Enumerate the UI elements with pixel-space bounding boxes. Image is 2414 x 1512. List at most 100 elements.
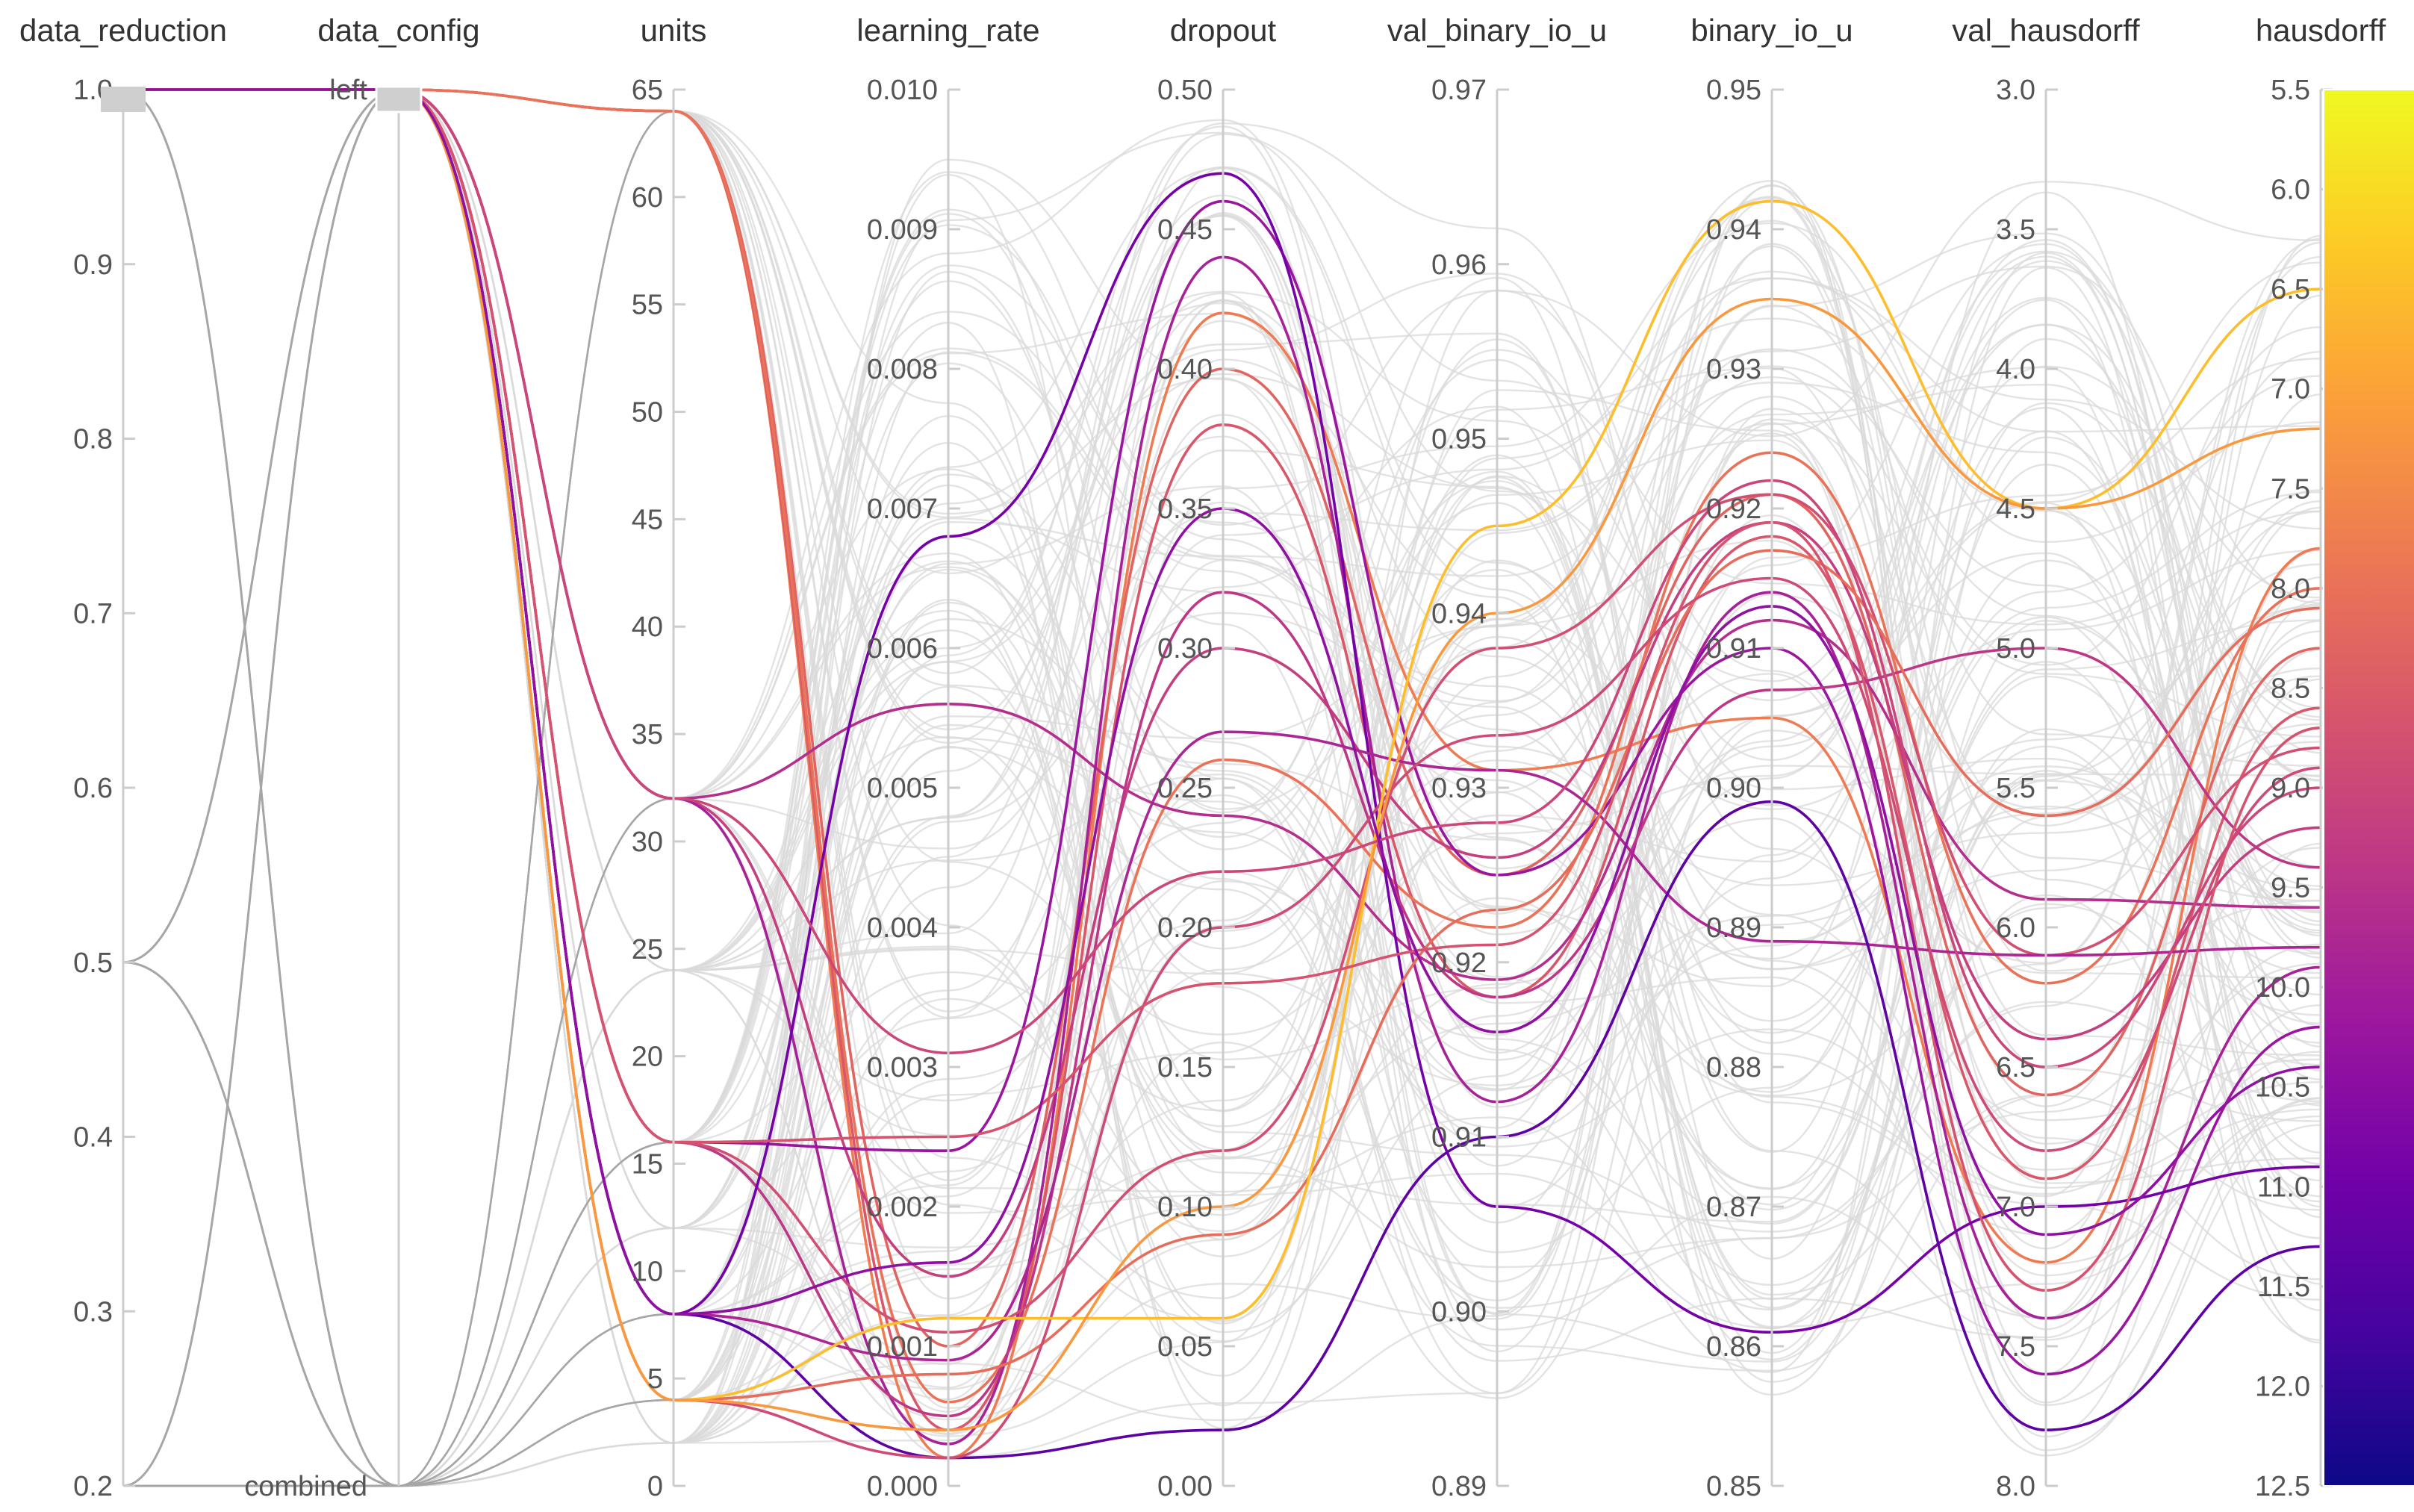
tick-label: 0.40 — [1157, 354, 1213, 385]
axis-dropout[interactable]: dropout 0.00 0.05 0.10 0.15 0.20 0.25 0.30 0.35 0… — [1157, 13, 1277, 1502]
hausdorff-colorbar — [2323, 89, 2414, 1487]
tick-label: 3.0 — [1996, 75, 2035, 106]
axis-data-config[interactable]: data_config combined left — [244, 13, 479, 1502]
tick-label: 4.0 — [1996, 354, 2035, 385]
tick-label: 0.008 — [867, 354, 938, 385]
config-link-line — [398, 797, 674, 1487]
tick-label: 0.5 — [73, 948, 113, 979]
tick-label: 11.5 — [2257, 1272, 2310, 1303]
axis-val-binary-io-u[interactable]: val_binary_io_u 0.89 0.90 0.91 0.92 0.93 0.94 0… — [1387, 13, 1607, 1502]
config-link-line — [398, 1399, 674, 1487]
tick-label: 20 — [632, 1042, 663, 1073]
tick-label: 0.001 — [867, 1331, 938, 1363]
tick-label: 0.15 — [1157, 1052, 1213, 1083]
tick-label: 0.005 — [867, 773, 938, 804]
tick-label: 0.4 — [73, 1122, 113, 1154]
tick-label: 8.0 — [2271, 573, 2310, 605]
tick-label: 6.0 — [2271, 175, 2310, 206]
tick-label: 0.95 — [1706, 75, 1761, 106]
colorbar-gradient — [2323, 89, 2414, 1487]
axis-title-learning-rate: learning_rate — [856, 13, 1039, 48]
tick-label: 5.0 — [1996, 633, 2035, 665]
tick-label: 35 — [632, 719, 663, 750]
tick-label: 0.92 — [1431, 948, 1487, 979]
config-link-line — [398, 1313, 674, 1487]
tick-label: 7.5 — [1996, 1331, 2035, 1363]
tick-label: 0.009 — [867, 214, 938, 246]
tick-label: 9.5 — [2271, 873, 2310, 904]
tick-label: 0.25 — [1157, 773, 1213, 804]
highlighted-run-lines — [123, 88, 2321, 1460]
tick-label: 0.010 — [867, 75, 938, 106]
tick-label: 10.0 — [2255, 972, 2310, 1004]
axis-brush-handle[interactable] — [375, 85, 423, 113]
tick-label: 0.95 — [1431, 424, 1487, 455]
tick-label: 0.000 — [867, 1471, 938, 1502]
tick-label: 0.96 — [1431, 249, 1487, 281]
tick-label: 60 — [632, 182, 663, 214]
tick-label: 0.88 — [1706, 1052, 1761, 1083]
tick-label: 0.86 — [1706, 1331, 1761, 1363]
axis-learning-rate[interactable]: learning_rate 0.000 0.001 0.002 0.003 0.004 0.… — [856, 13, 1039, 1502]
tick-label: 5 — [647, 1363, 663, 1395]
tick-label: 0.85 — [1706, 1471, 1761, 1502]
tick-label: 0.93 — [1706, 354, 1761, 385]
axis-brush-handle[interactable] — [101, 87, 146, 112]
tick-label: left — [329, 75, 367, 106]
tick-label: 0.002 — [867, 1192, 938, 1223]
tick-label: 0.30 — [1157, 633, 1213, 665]
tick-label: 0.91 — [1431, 1122, 1487, 1154]
tick-label: 65 — [632, 75, 663, 106]
tick-label: 0.97 — [1431, 75, 1487, 106]
tick-label: 12.5 — [2255, 1471, 2310, 1502]
axis-title-val-hausdorff: val_hausdorff — [1952, 13, 2140, 48]
axis-data-reduction[interactable]: data_reduction0.20.30.40.50.60.70.80.91.… — [19, 13, 227, 1502]
tick-label: 0.93 — [1431, 773, 1487, 804]
tick-label: 15 — [632, 1148, 663, 1180]
tick-label: 40 — [632, 612, 663, 643]
tick-label: 12.0 — [2255, 1371, 2310, 1402]
axis-title-binary-io-u: binary_io_u — [1690, 13, 1853, 48]
tick-label: 0.007 — [867, 494, 938, 525]
tick-label: 0.87 — [1706, 1192, 1761, 1223]
tick-label: 0.6 — [73, 773, 113, 804]
tick-label: 0.8 — [73, 424, 113, 455]
axis-title-hausdorff: hausdorff — [2256, 13, 2386, 48]
tick-label: 11.0 — [2257, 1172, 2310, 1203]
axis-val-hausdorff[interactable]: val_hausdorff 8.0 7.5 7.0 6.5 6.0 5.5 5.0 4.5 4.0… — [1952, 13, 2140, 1502]
tick-label: combined — [244, 1471, 367, 1502]
tick-label: 0.89 — [1431, 1471, 1487, 1502]
tick-label: 0.94 — [1706, 214, 1761, 246]
axis-title-val-binary-io-u: val_binary_io_u — [1387, 13, 1607, 48]
categorical-config-lines — [122, 88, 674, 1487]
tick-label: 0.92 — [1706, 494, 1761, 525]
tick-label: 0.20 — [1157, 912, 1213, 944]
axis-title-data-config: data_config — [317, 13, 479, 48]
tick-label: 0.35 — [1157, 494, 1213, 525]
axes-group: data_reduction0.20.30.40.50.60.70.80.91.… — [19, 13, 2386, 1502]
axis-binary-io-u[interactable]: binary_io_u 0.85 0.86 0.87 0.88 0.89 0.90 0.91 0… — [1690, 13, 1853, 1502]
tick-label: 5.5 — [2271, 75, 2310, 106]
tick-label: 10.5 — [2255, 1072, 2310, 1104]
tick-label: 0.91 — [1706, 633, 1761, 665]
tick-label: 0.2 — [73, 1471, 113, 1502]
axis-hausdorff[interactable]: hausdorff 12.5 12.0 11.5 11.0 10.5 10.0 9.5 9.0 8… — [2255, 13, 2386, 1502]
tick-label: 3.5 — [1996, 214, 2035, 246]
tick-label: 50 — [632, 397, 663, 429]
tick-label: 6.0 — [1996, 912, 2035, 944]
axis-title-data-reduction: data_reduction — [19, 13, 227, 48]
tick-label: 55 — [632, 290, 663, 321]
tick-label: 7.0 — [1996, 1192, 2035, 1223]
tick-label: 0.00 — [1157, 1471, 1213, 1502]
tick-label: 45 — [632, 504, 663, 535]
tick-label: 5.5 — [1996, 773, 2035, 804]
tick-label: 0.89 — [1706, 912, 1761, 944]
axis-title-units: units — [641, 13, 707, 48]
tick-label: 0.50 — [1157, 75, 1213, 106]
config-link-line — [122, 88, 399, 1487]
tick-label: 7.0 — [2271, 374, 2310, 405]
config-link-line — [398, 1141, 674, 1487]
axis-units[interactable]: units 0 5 10 15 20 25 30 35 40 45 50 55 60 65 — [632, 13, 707, 1502]
tick-label: 6.5 — [1996, 1052, 2035, 1083]
